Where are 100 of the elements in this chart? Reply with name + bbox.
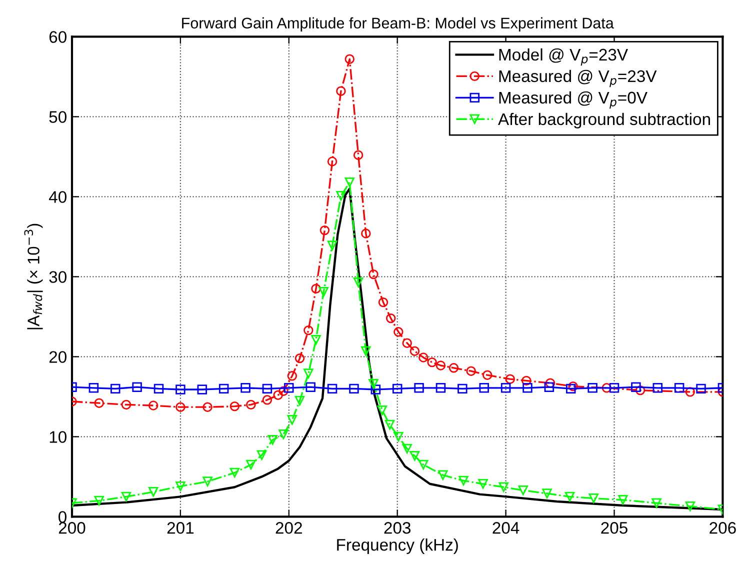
point (448, 363, 459, 373)
point (652, 383, 662, 393)
point (202, 402, 212, 412)
point (498, 482, 508, 492)
point (349, 384, 359, 394)
point (353, 150, 364, 160)
point (94, 496, 104, 506)
point (110, 384, 120, 394)
point (148, 400, 158, 410)
x-tick-label: 203 (384, 522, 411, 534)
point (218, 384, 229, 394)
point (588, 493, 599, 504)
point (327, 156, 338, 166)
point (121, 400, 132, 410)
point (320, 225, 330, 236)
point (414, 383, 424, 393)
point (505, 374, 515, 384)
point (377, 405, 388, 416)
point (327, 384, 338, 394)
legend-label: Measured @ V$_{p}$=0V (499, 91, 648, 109)
point (458, 384, 468, 394)
point (609, 383, 620, 393)
point (230, 401, 240, 412)
point (394, 327, 404, 337)
x-tick-label: 205 (601, 522, 628, 534)
point (500, 383, 511, 393)
point (202, 476, 212, 486)
point (696, 384, 706, 394)
point (466, 366, 476, 376)
point (631, 382, 641, 392)
point (197, 384, 207, 394)
point (685, 387, 696, 397)
point (132, 382, 142, 392)
point (246, 400, 256, 410)
point (148, 487, 158, 497)
y-axis-title: |A$_{fwd}$| (× 10$^{−3}$) (24, 224, 43, 330)
point (458, 476, 468, 486)
point (402, 338, 412, 348)
point (176, 402, 186, 412)
point (635, 385, 646, 396)
point (368, 379, 378, 389)
point (394, 432, 404, 442)
point (386, 313, 396, 324)
chart-title: Forward Gain Amplitude for Beam-B: Model vs Experiment Data (182, 17, 614, 32)
point (588, 383, 598, 393)
point (287, 371, 298, 381)
point (418, 352, 428, 362)
point (176, 384, 186, 394)
point (311, 284, 321, 294)
point (482, 370, 492, 380)
point (518, 485, 528, 496)
point (361, 346, 371, 356)
point (602, 383, 612, 393)
point (287, 415, 298, 425)
point (88, 383, 99, 393)
x-tick-label: 201 (167, 522, 194, 534)
y-tick-label: 30 (49, 271, 66, 283)
point (121, 492, 132, 502)
point (479, 383, 489, 393)
point (566, 384, 576, 394)
point (652, 498, 662, 508)
point (246, 460, 256, 470)
point (268, 435, 278, 445)
legend-label: Model @ V$_{p}$=23V (499, 48, 628, 66)
point (284, 383, 294, 393)
point (353, 277, 364, 288)
point (685, 501, 696, 512)
point (262, 395, 272, 405)
point (318, 287, 328, 297)
y-tick-label: 40 (48, 191, 66, 203)
y-tick-label: 0 (58, 511, 66, 523)
point (438, 470, 448, 480)
point (436, 383, 446, 393)
point (618, 495, 628, 505)
point (336, 86, 346, 96)
point (273, 390, 283, 400)
legend-label: After background subtraction (498, 112, 710, 128)
y-tick-label: 10 (50, 431, 66, 443)
y-tick-label: 50 (49, 111, 66, 123)
point (304, 325, 314, 336)
point (522, 376, 532, 386)
point (336, 191, 346, 201)
point (384, 420, 395, 430)
point (436, 360, 446, 370)
point (674, 383, 684, 393)
point (478, 479, 488, 489)
point (568, 381, 578, 392)
point (240, 383, 250, 393)
x-axis-title: Frequency (kHz) (337, 538, 458, 554)
point (370, 384, 381, 394)
x-tick-label: 200 (58, 522, 86, 534)
x-tick-label: 206 (710, 522, 736, 534)
point (392, 384, 402, 394)
point (306, 382, 316, 392)
point (230, 468, 240, 478)
point (256, 450, 267, 460)
point (402, 444, 412, 454)
point (176, 481, 186, 492)
point (262, 384, 272, 394)
point (542, 488, 552, 498)
